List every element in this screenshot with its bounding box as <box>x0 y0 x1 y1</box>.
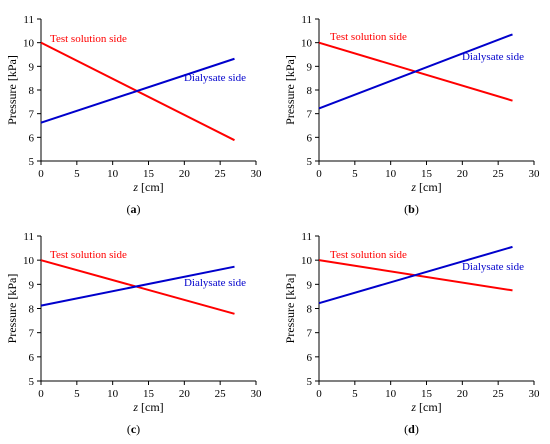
x-tick-label: 20 <box>179 168 191 180</box>
x-axis-label: z [cm] <box>132 400 163 414</box>
y-tick-label: 8 <box>29 85 35 97</box>
y-axis-label: Pressure [kPa] <box>5 55 19 125</box>
x-tick-label: 20 <box>179 388 191 400</box>
y-tick-label: 10 <box>301 255 313 267</box>
x-axis-label: z [cm] <box>410 400 441 414</box>
y-tick-label: 9 <box>307 61 313 73</box>
y-tick-label: 6 <box>29 132 35 144</box>
series-annotation-test-solution: Test solution side <box>330 31 407 43</box>
y-tick-label: 9 <box>29 61 35 73</box>
x-tick-label: 0 <box>316 168 322 180</box>
series-annotation-dialysate: Dialysate side <box>184 277 246 289</box>
series-annotation-dialysate: Dialysate side <box>462 261 524 273</box>
x-tick-label: 15 <box>421 168 433 180</box>
x-tick-label: 0 <box>38 388 44 400</box>
y-tick-label: 6 <box>307 132 313 144</box>
series-annotation-test-solution: Test solution side <box>50 33 127 45</box>
x-tick-label: 5 <box>74 168 80 180</box>
x-tick-label: 30 <box>251 168 263 180</box>
x-tick-label: 15 <box>143 388 155 400</box>
y-tick-label: 5 <box>307 376 313 388</box>
x-tick-label: 5 <box>352 168 358 180</box>
x-tick-label: 10 <box>107 388 119 400</box>
y-tick-label: 10 <box>23 255 35 267</box>
x-tick-label: 15 <box>421 388 433 400</box>
y-axis-label: Pressure [kPa] <box>283 55 297 125</box>
series-line-dialysate <box>40 57 235 124</box>
series-annotation-dialysate: Dialysate side <box>462 51 524 63</box>
x-tick-label: 0 <box>38 168 44 180</box>
y-tick-label: 11 <box>301 231 312 243</box>
y-tick-label: 7 <box>307 109 313 121</box>
y-tick-label: 6 <box>307 352 313 364</box>
series-annotation-test-solution: Test solution side <box>50 249 127 261</box>
x-tick-label: 20 <box>457 168 469 180</box>
series-annotation-test-solution: Test solution side <box>330 249 407 261</box>
x-tick-label: 10 <box>107 168 119 180</box>
y-axis-label: Pressure [kPa] <box>283 274 297 344</box>
x-tick-label: 10 <box>385 388 397 400</box>
series-line-dialysate <box>318 245 513 305</box>
y-tick-label: 7 <box>307 328 313 340</box>
x-tick-label: 30 <box>251 388 263 400</box>
y-tick-label: 9 <box>29 279 35 291</box>
x-tick-label: 10 <box>385 168 397 180</box>
x-axis-label: z [cm] <box>410 180 441 194</box>
y-tick-label: 5 <box>29 156 35 168</box>
y-tick-label: 11 <box>23 14 34 26</box>
series-annotation-dialysate: Dialysate side <box>184 72 246 84</box>
y-tick-label: 8 <box>307 85 313 97</box>
x-tick-label: 25 <box>215 168 227 180</box>
x-tick-label: 5 <box>352 388 358 400</box>
series-line-dialysate <box>40 265 235 307</box>
y-tick-label: 7 <box>29 328 35 340</box>
y-tick-label: 9 <box>307 279 313 291</box>
y-tick-label: 7 <box>29 109 35 121</box>
panel-label: (c) <box>127 422 140 436</box>
x-tick-label: 20 <box>457 388 469 400</box>
y-tick-label: 10 <box>301 38 313 50</box>
series-line-dialysate <box>318 33 513 110</box>
y-tick-label: 8 <box>29 304 35 316</box>
y-tick-label: 10 <box>23 38 35 50</box>
x-tick-label: 5 <box>74 388 80 400</box>
x-axis-label: z [cm] <box>132 180 163 194</box>
panel-label: (d) <box>404 422 419 436</box>
y-tick-label: 5 <box>29 376 35 388</box>
x-tick-label: 30 <box>529 168 541 180</box>
y-tick-label: 5 <box>307 156 313 168</box>
y-axis-label: Pressure [kPa] <box>5 274 19 344</box>
y-tick-label: 11 <box>23 231 34 243</box>
x-tick-label: 25 <box>215 388 227 400</box>
panel-label: (a) <box>127 202 141 216</box>
x-tick-label: 30 <box>529 388 541 400</box>
x-tick-label: 25 <box>493 168 505 180</box>
x-tick-label: 15 <box>143 168 155 180</box>
y-tick-label: 6 <box>29 352 35 364</box>
x-tick-label: 25 <box>493 388 505 400</box>
y-tick-label: 11 <box>301 14 312 26</box>
panel-label: (b) <box>404 202 419 216</box>
y-tick-label: 8 <box>307 304 313 316</box>
x-tick-label: 0 <box>316 388 322 400</box>
